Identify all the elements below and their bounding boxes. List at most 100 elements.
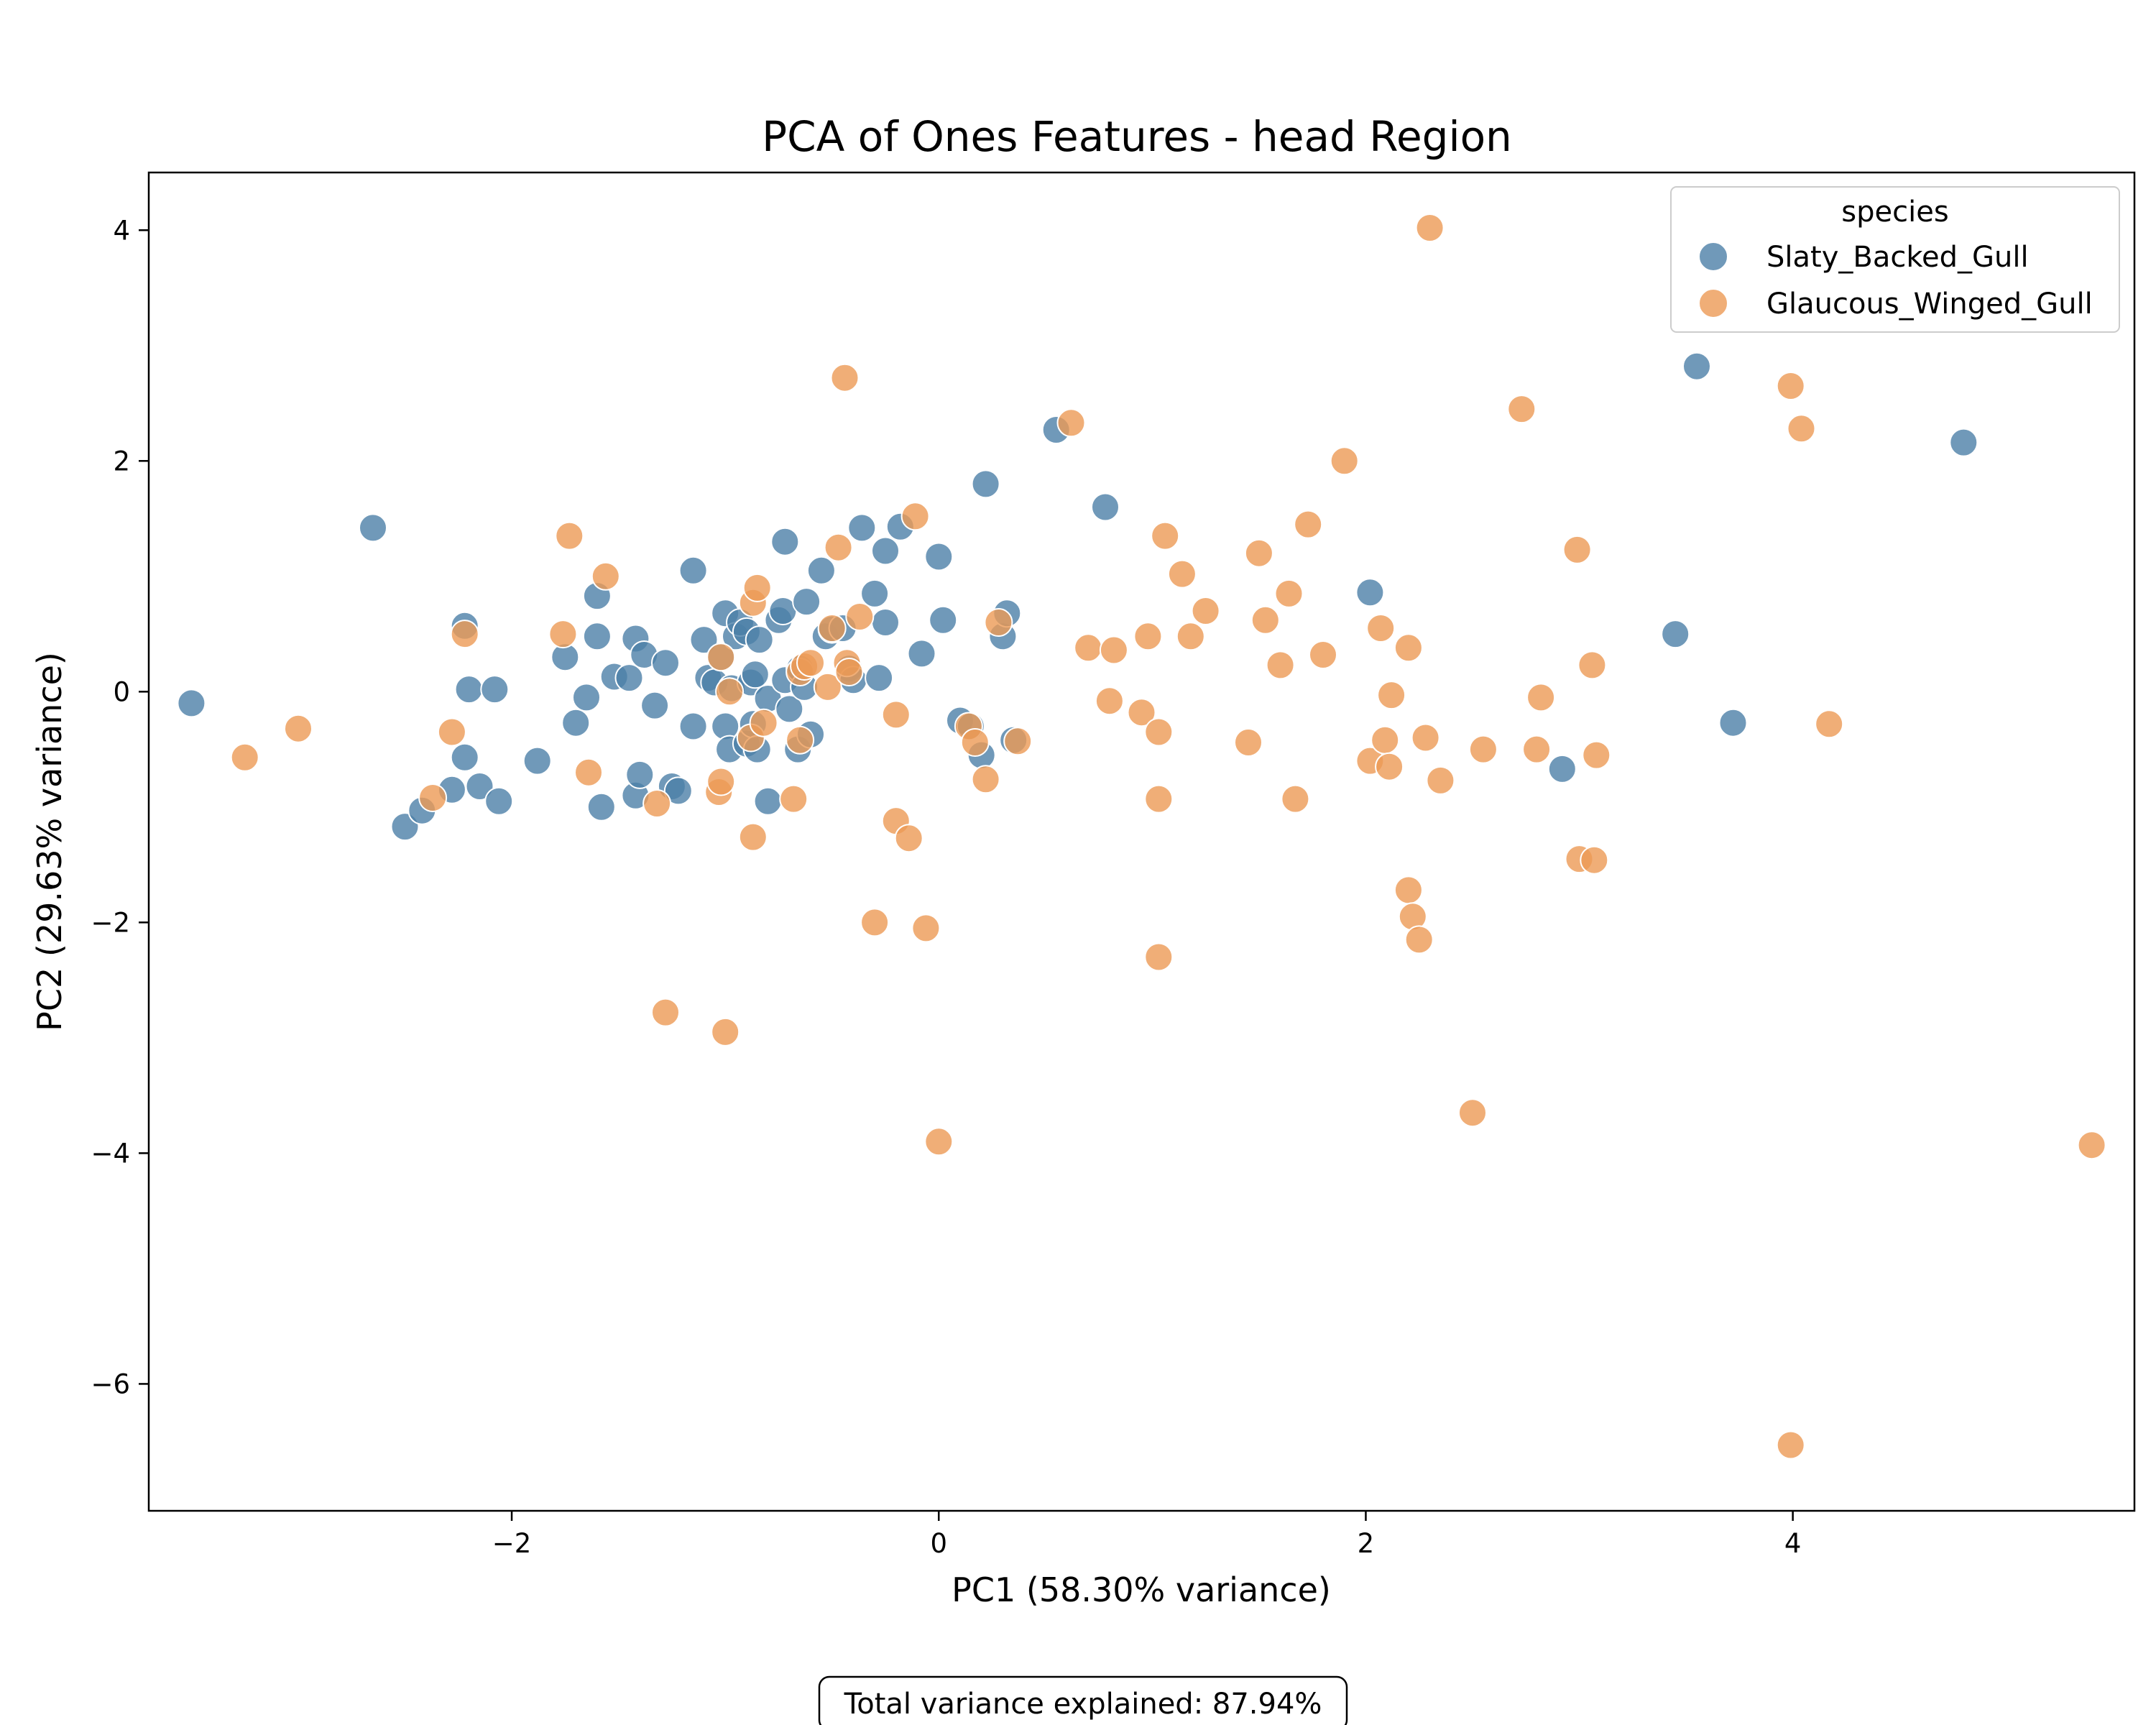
data-points	[177, 213, 2106, 1460]
x-axis-label: PC1 (58.30% variance)	[952, 1570, 1331, 1609]
point-glaucous-winged-gull-55	[1167, 559, 1197, 589]
legend: species Slaty_Backed_Gull Glaucous_Winge…	[1670, 186, 2120, 333]
point-glaucous-winged-gull-83	[1526, 683, 1556, 712]
point-glaucous-winged-gull-75	[1404, 925, 1434, 954]
point-glaucous-winged-gull-87	[1580, 845, 1609, 875]
point-glaucous-winged-gull-22	[786, 725, 815, 755]
point-glaucous-winged-gull-14	[711, 1017, 740, 1046]
point-slaty-backed-gull-51	[770, 527, 800, 556]
x-axis-ticks: −2 0 2 4	[492, 1511, 1801, 1559]
point-slaty-backed-gull-27	[663, 776, 693, 806]
point-slaty-backed-gull-69	[871, 608, 900, 637]
x-tick-label: 0	[930, 1528, 947, 1559]
point-glaucous-winged-gull-93	[2077, 1131, 2106, 1160]
point-glaucous-winged-gull-69	[1370, 725, 1400, 755]
point-slaty-backed-gull-0	[177, 689, 206, 718]
point-slaty-backed-gull-44	[740, 660, 770, 689]
point-glaucous-winged-gull-81	[1507, 395, 1537, 424]
point-glaucous-winged-gull-17	[738, 822, 768, 852]
point-glaucous-winged-gull-76	[1411, 723, 1440, 753]
legend-label-glaucous-winged-gull: Glaucous_Winged_Gull	[1766, 288, 2093, 321]
point-glaucous-winged-gull-57	[1191, 597, 1220, 625]
point-glaucous-winged-gull-33	[860, 908, 890, 937]
point-glaucous-winged-gull-36	[894, 824, 923, 853]
point-glaucous-winged-gull-71	[1377, 681, 1406, 710]
point-slaty-backed-gull-24	[640, 691, 670, 720]
point-glaucous-winged-gull-13	[706, 643, 736, 672]
point-glaucous-winged-gull-61	[1266, 650, 1295, 680]
y-axis-ticks: −6 −4 −2 0 2 4	[91, 215, 149, 1399]
point-glaucous-winged-gull-19	[742, 573, 772, 602]
point-slaty-backed-gull-46	[745, 625, 774, 655]
point-slaty-backed-gull-85	[1661, 620, 1690, 649]
point-glaucous-winged-gull-78	[1426, 765, 1455, 795]
point-slaty-backed-gull-29	[678, 712, 708, 741]
point-slaty-backed-gull-30	[689, 625, 719, 655]
point-slaty-backed-gull-87	[1718, 708, 1748, 737]
point-glaucous-winged-gull-48	[1099, 635, 1128, 665]
point-glaucous-winged-gull-3	[437, 717, 466, 747]
point-glaucous-winged-gull-20	[749, 708, 778, 737]
legend-box	[1670, 186, 2120, 333]
point-slaty-backed-gull-82	[1091, 492, 1120, 522]
point-slaty-backed-gull-67	[865, 663, 894, 693]
point-slaty-backed-gull-59	[806, 556, 836, 585]
point-glaucous-winged-gull-44	[1003, 727, 1033, 756]
y-tick-label: 4	[113, 215, 130, 246]
point-glaucous-winged-gull-7	[574, 758, 603, 787]
point-slaty-backed-gull-11	[522, 746, 552, 776]
point-glaucous-winged-gull-89	[1776, 372, 1805, 400]
point-slaty-backed-gull-83	[1355, 578, 1385, 607]
point-slaty-backed-gull-7	[454, 675, 484, 704]
point-glaucous-winged-gull-47	[1095, 686, 1124, 716]
point-glaucous-winged-gull-26	[813, 672, 842, 702]
legend-title: species	[1841, 196, 1948, 229]
point-glaucous-winged-gull-2	[418, 783, 448, 812]
x-tick-label: −2	[492, 1528, 532, 1559]
point-slaty-backed-gull-57	[792, 587, 821, 617]
point-slaty-backed-gull-86	[1682, 351, 1711, 381]
point-slaty-backed-gull-25	[651, 648, 680, 678]
point-slaty-backed-gull-72	[924, 542, 954, 571]
y-axis-label: PC2 (29.63% variance)	[30, 652, 69, 1031]
point-glaucous-winged-gull-53	[1144, 942, 1174, 972]
point-glaucous-winged-gull-92	[1815, 709, 1844, 739]
point-slaty-backed-gull-73	[929, 605, 958, 635]
point-glaucous-winged-gull-21	[779, 784, 808, 814]
point-slaty-backed-gull-66	[860, 579, 890, 608]
point-glaucous-winged-gull-77	[1415, 213, 1445, 242]
point-glaucous-winged-gull-56	[1176, 622, 1205, 651]
point-slaty-backed-gull-14	[572, 683, 601, 712]
point-slaty-backed-gull-10	[484, 786, 514, 816]
point-slaty-backed-gull-1	[359, 513, 387, 543]
point-glaucous-winged-gull-84	[1562, 535, 1592, 564]
y-tick-label: −6	[91, 1368, 130, 1399]
point-glaucous-winged-gull-60	[1250, 605, 1280, 635]
point-slaty-backed-gull-68	[871, 536, 900, 566]
point-glaucous-winged-gull-91	[1787, 414, 1816, 443]
point-glaucous-winged-gull-82	[1522, 735, 1552, 764]
point-glaucous-winged-gull-41	[960, 728, 990, 757]
point-glaucous-winged-gull-37	[900, 502, 930, 531]
point-glaucous-winged-gull-28	[824, 533, 853, 562]
point-slaty-backed-gull-6	[450, 742, 479, 772]
point-glaucous-winged-gull-68	[1366, 614, 1396, 643]
legend-label-slaty-backed-gull: Slaty_Backed_Gull	[1766, 241, 2029, 274]
point-glaucous-winged-gull-51	[1144, 717, 1174, 747]
point-glaucous-winged-gull-65	[1309, 640, 1337, 669]
legend-marker-slaty-backed-gull	[1698, 242, 1728, 272]
point-glaucous-winged-gull-34	[881, 700, 911, 730]
point-glaucous-winged-gull-50	[1133, 622, 1163, 651]
point-slaty-backed-gull-8	[465, 772, 494, 801]
point-glaucous-winged-gull-72	[1393, 633, 1423, 663]
point-slaty-backed-gull-77	[971, 469, 1000, 499]
point-glaucous-winged-gull-31	[834, 658, 864, 686]
point-glaucous-winged-gull-66	[1330, 446, 1359, 476]
plot-frame	[147, 171, 2136, 1512]
point-glaucous-winged-gull-12	[706, 767, 736, 796]
point-glaucous-winged-gull-4	[450, 620, 479, 649]
point-glaucous-winged-gull-54	[1151, 521, 1180, 551]
point-glaucous-winged-gull-32	[845, 602, 875, 631]
point-slaty-backed-gull-53	[775, 694, 804, 724]
